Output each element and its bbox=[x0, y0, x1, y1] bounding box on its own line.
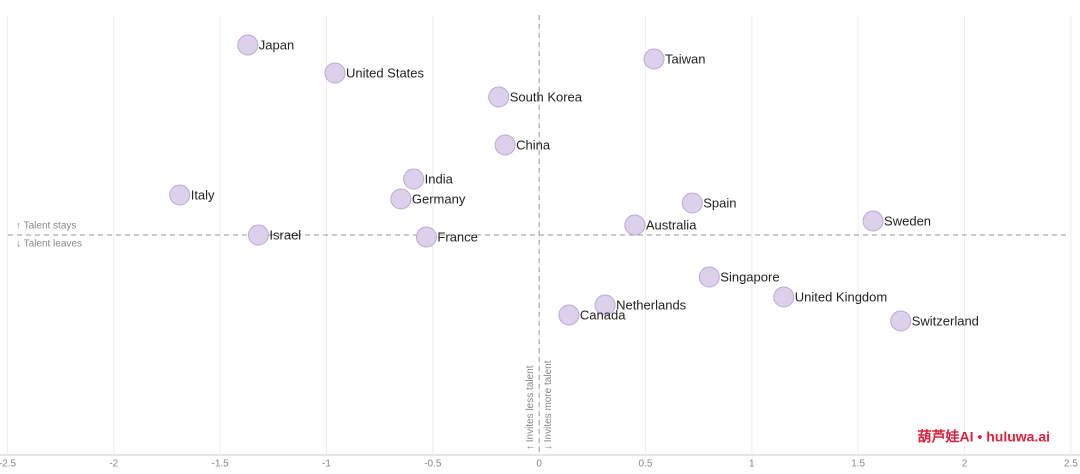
point bbox=[169, 184, 191, 206]
point-label: United States bbox=[346, 65, 425, 80]
watermark: 葫芦娃AI • huluwa.ai bbox=[918, 429, 1050, 445]
x-tick-label: 2 bbox=[962, 459, 968, 470]
point bbox=[237, 34, 259, 56]
point-label: Australia bbox=[646, 217, 697, 232]
point bbox=[698, 266, 720, 288]
point bbox=[643, 48, 665, 70]
point bbox=[773, 286, 795, 308]
point-label: United Kingdom bbox=[795, 289, 888, 304]
x-tick-label: -1 bbox=[322, 459, 331, 470]
x-tick-label: 1.5 bbox=[851, 459, 865, 470]
point-label: India bbox=[425, 171, 454, 186]
point-label: Singapore bbox=[720, 269, 779, 284]
x-tick-label: 1 bbox=[749, 459, 755, 470]
point-label: Canada bbox=[580, 307, 626, 322]
point bbox=[247, 224, 269, 246]
point-label: Japan bbox=[259, 37, 294, 52]
point bbox=[624, 214, 646, 236]
point bbox=[488, 86, 510, 108]
x-tick-label: 2.5 bbox=[1064, 459, 1078, 470]
annotation: ↓ Talent leaves bbox=[16, 239, 82, 250]
annotation: ↓ Invites more talent bbox=[543, 360, 554, 450]
point bbox=[415, 226, 437, 248]
point-label: Israel bbox=[269, 227, 301, 242]
point-label: Taiwan bbox=[665, 51, 705, 66]
point-label: Spain bbox=[703, 195, 736, 210]
annotation: ↑ Invites less talent bbox=[525, 365, 536, 450]
point bbox=[403, 168, 425, 190]
point-label: China bbox=[516, 137, 551, 152]
point bbox=[594, 294, 616, 316]
point bbox=[324, 62, 346, 84]
x-tick-label: -2.5 bbox=[0, 459, 16, 470]
x-tick-label: -1.5 bbox=[212, 459, 230, 470]
point-label: South Korea bbox=[510, 89, 583, 104]
point-label: Germany bbox=[412, 191, 466, 206]
point bbox=[890, 310, 912, 332]
point-label: France bbox=[437, 229, 477, 244]
point bbox=[558, 304, 580, 326]
x-tick-label: 0 bbox=[536, 459, 542, 470]
point-label: Switzerland bbox=[912, 313, 979, 328]
point-label: Italy bbox=[191, 187, 215, 202]
point bbox=[862, 210, 884, 232]
x-tick-label: 0.5 bbox=[639, 459, 653, 470]
x-tick-label: -0.5 bbox=[424, 459, 442, 470]
annotation: ↑ Talent stays bbox=[16, 221, 76, 232]
point bbox=[390, 188, 412, 210]
x-tick-label: -2 bbox=[109, 459, 118, 470]
point-label: Sweden bbox=[884, 213, 931, 228]
point-label: Netherlands bbox=[616, 297, 687, 312]
point bbox=[681, 192, 703, 214]
point bbox=[494, 134, 516, 156]
